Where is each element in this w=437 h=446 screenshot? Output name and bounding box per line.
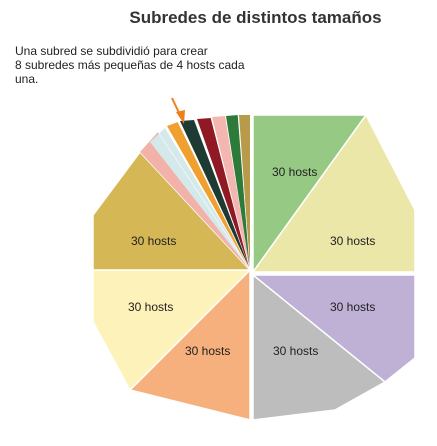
small-subnet-3	[167, 122, 250, 270]
subnet-label-4: 30 hosts	[273, 344, 318, 358]
small-subnet-4	[180, 120, 250, 270]
small-subnet-1	[140, 132, 250, 270]
subnet-label-1: 30 hosts	[272, 165, 317, 179]
chart-title: Subredes de distintos tamaños	[129, 8, 382, 27]
subnet-wedge-2	[251, 113, 416, 273]
small-subnet-5	[197, 118, 250, 270]
annotation-line-1: Una subred se subdividió para crear	[15, 44, 208, 58]
annotation-line-3: una.	[15, 72, 39, 86]
small-subnet-7	[226, 115, 250, 270]
subnet-label-5: 30 hosts	[185, 344, 230, 358]
subnet-label-2: 30 hosts	[330, 234, 375, 248]
subnet-label-6: 30 hosts	[128, 300, 173, 314]
annotation-line-2: 8 subredes más pequeñas de 4 hosts cada	[15, 58, 245, 72]
small-subnet-6	[212, 116, 250, 270]
small-subnet-2	[150, 128, 250, 270]
small-subnet-dividers	[157, 114, 251, 271]
arrow-icon	[171, 97, 185, 124]
subnet-label-7: 30 hosts	[131, 234, 176, 248]
subnet-label-3: 30 hosts	[330, 300, 375, 314]
subnet-wedge-4	[252, 273, 387, 421]
annotation-text: Una subred se subdividió para crear 8 su…	[15, 44, 315, 86]
